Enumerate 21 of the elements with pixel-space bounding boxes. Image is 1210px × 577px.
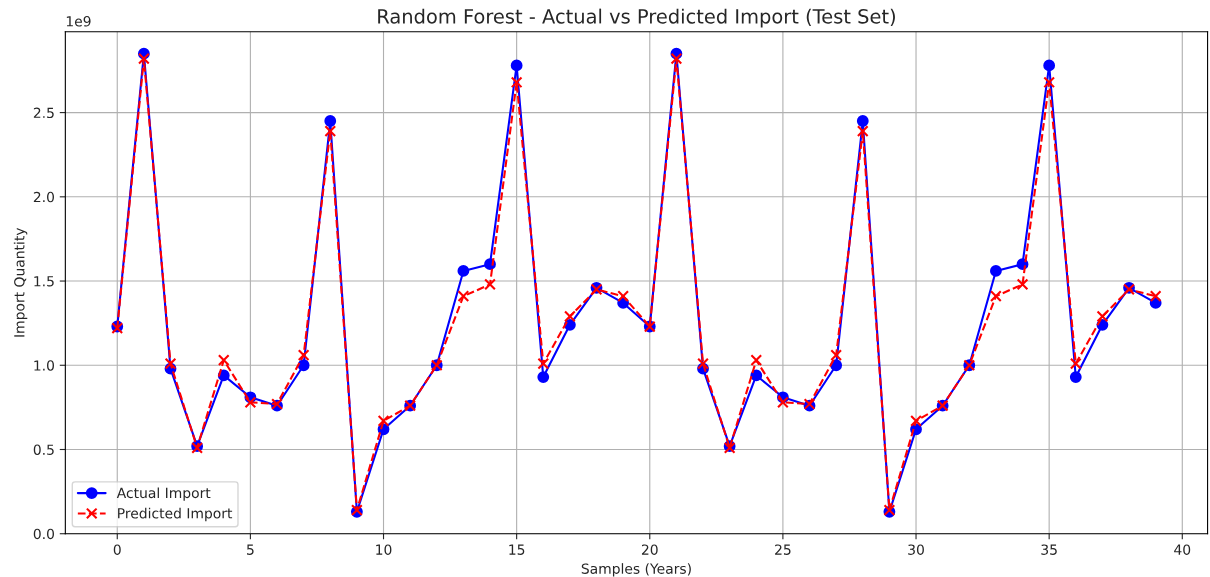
y-tick-label: 2.5 (33, 107, 54, 119)
y-tick-label: 1.5 (34, 276, 54, 287)
x-tick-label: 35 (1041, 544, 1057, 555)
x-tick-label: 15 (509, 544, 525, 555)
y-axis-title: Import Quantity (13, 227, 28, 337)
x-tick-label: 5 (247, 544, 254, 555)
x-tick-label: 0 (113, 544, 121, 555)
legend-label: Actual Import (116, 487, 211, 501)
text: 1e9 (66, 16, 91, 27)
y-tick-label: 1.0 (34, 360, 54, 371)
chart-title: Random Forest - Actual vs Predicted Import (Test Set) (378, 8, 895, 28)
legend-label: Predicted Import (118, 507, 233, 522)
y-tick-label: 2.0 (33, 191, 54, 203)
x-tick-label: 40 (1174, 544, 1191, 555)
x-tick-label: 30 (908, 544, 924, 555)
y-tick-label: 0.0 (33, 528, 54, 540)
x-tick-label: 25 (775, 544, 791, 555)
x-tick-label: 20 (641, 544, 658, 555)
y-tick-label: 0.5 (33, 444, 54, 455)
x-tick-label: 10 (376, 544, 392, 555)
x-axis-title: Samples (Years) (581, 563, 691, 577)
